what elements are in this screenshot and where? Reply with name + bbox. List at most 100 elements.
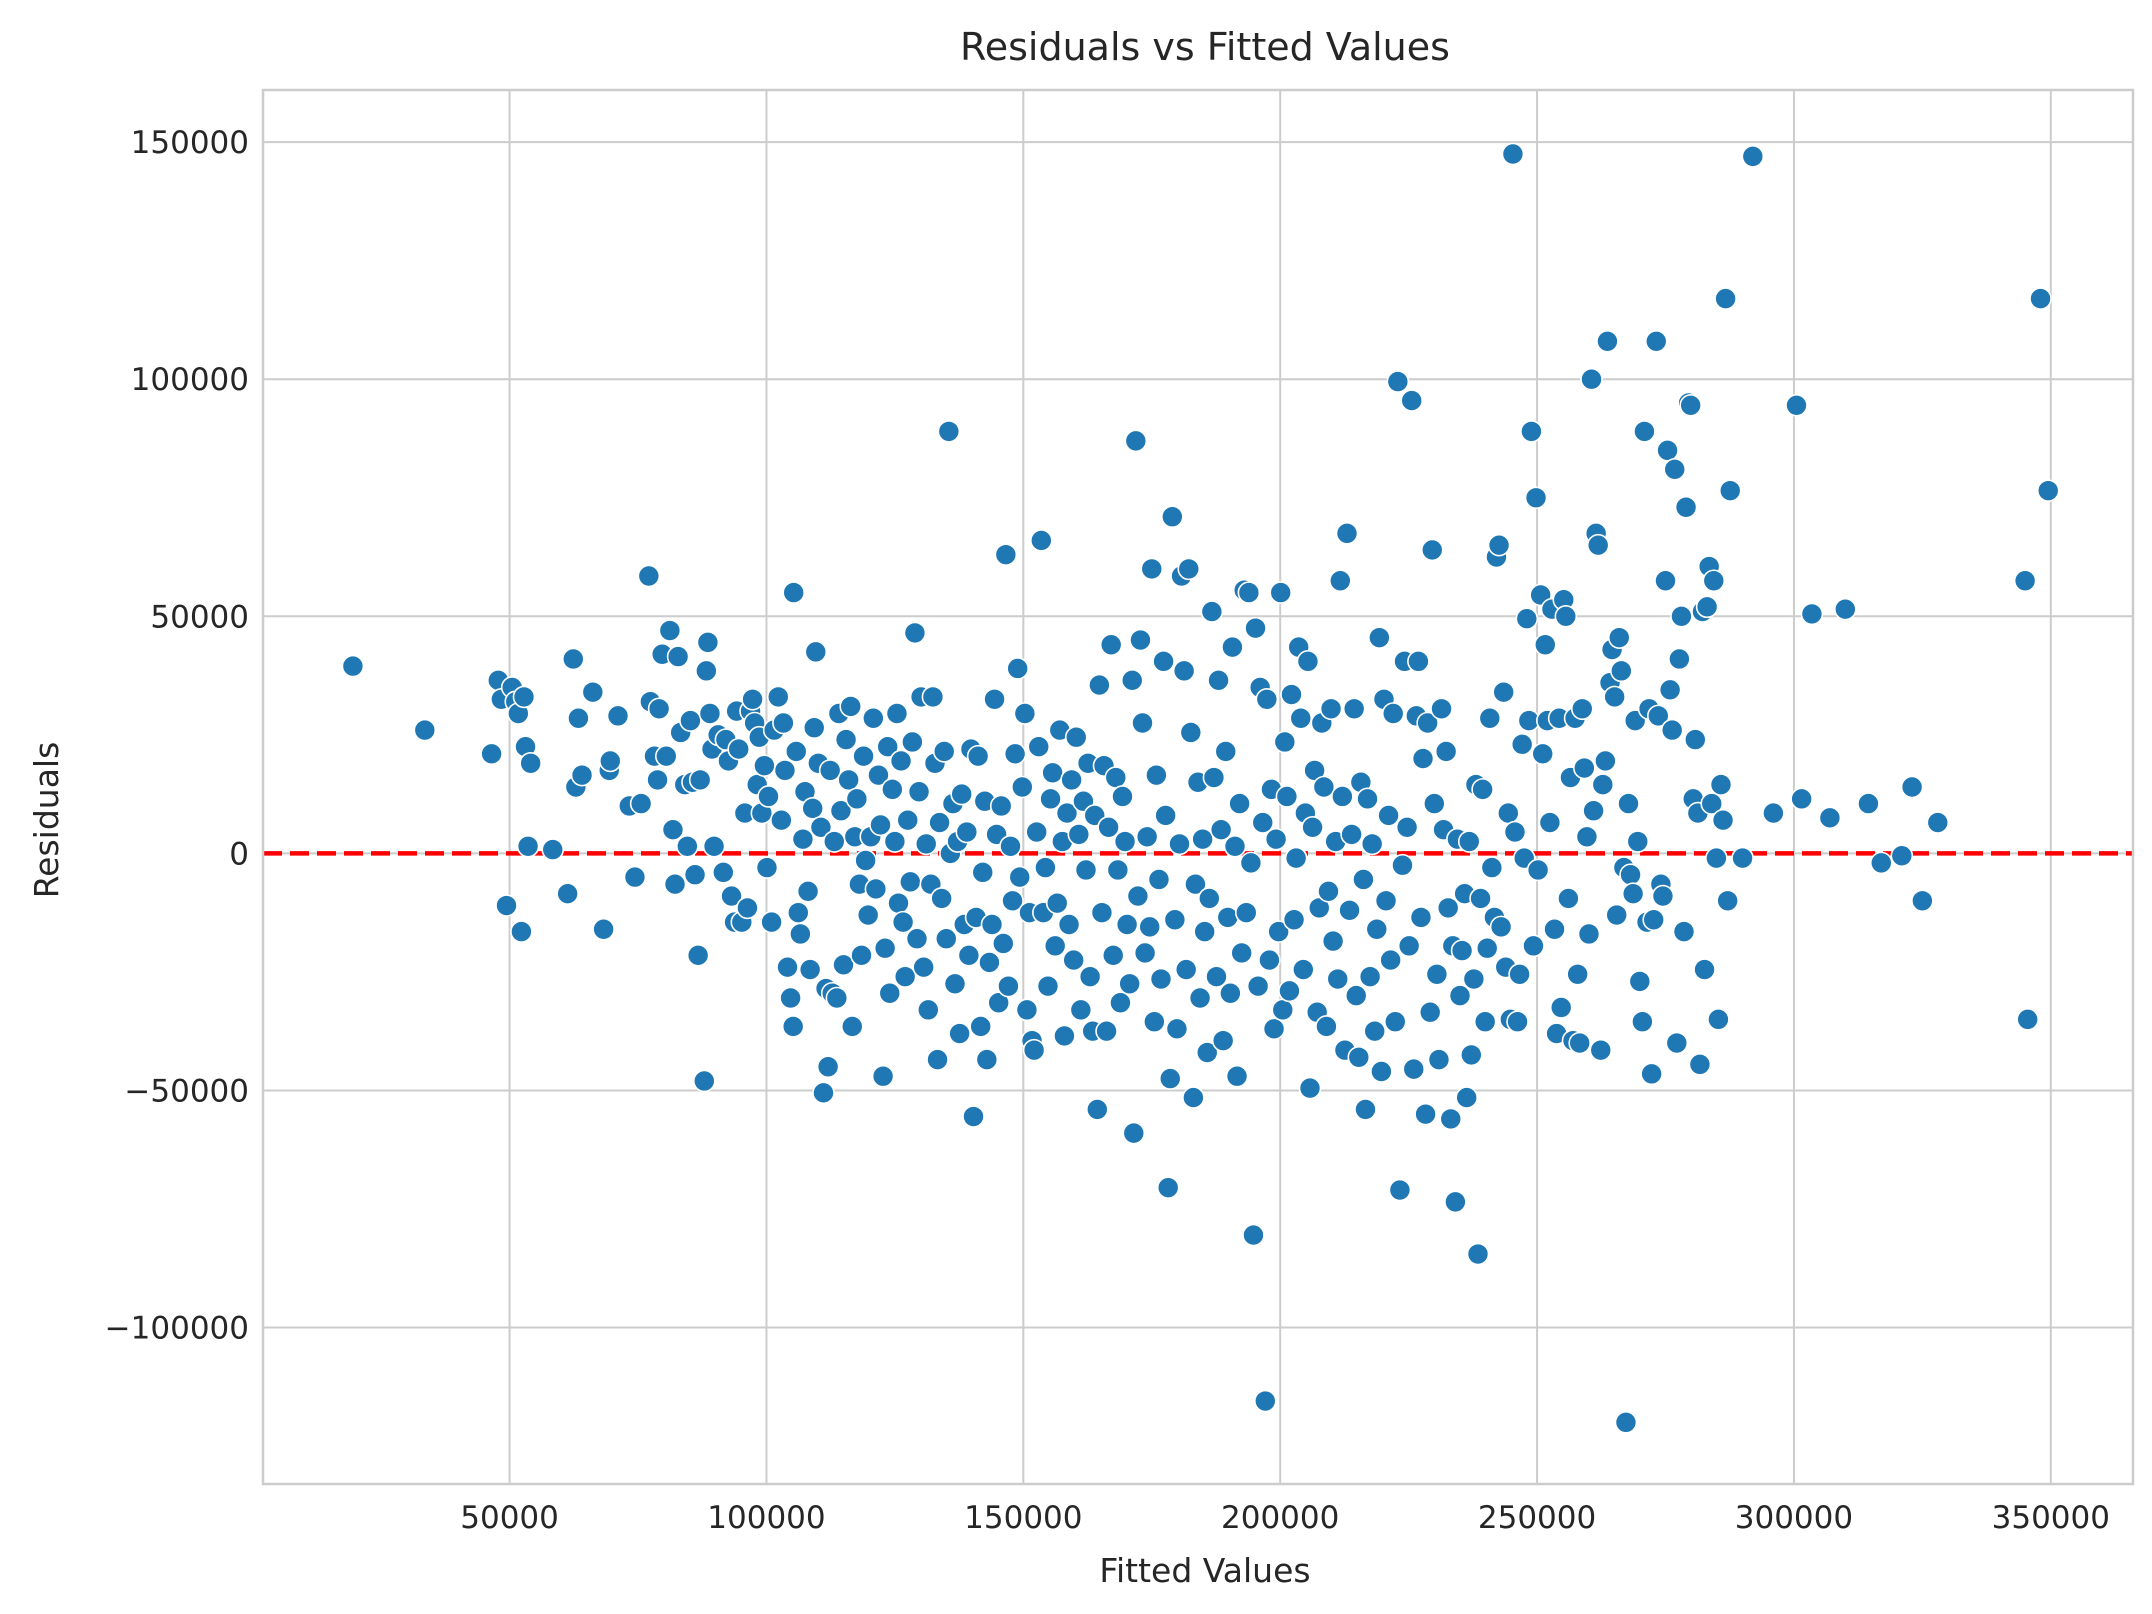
data-point xyxy=(934,927,958,951)
data-point xyxy=(1644,329,1668,353)
data-point xyxy=(1358,965,1382,988)
data-point xyxy=(1006,657,1029,680)
data-point xyxy=(1450,939,1474,962)
data-point xyxy=(969,1015,992,1038)
data-point xyxy=(1594,749,1617,773)
data-point xyxy=(928,811,951,834)
data-point xyxy=(994,543,1018,566)
data-point xyxy=(1741,145,1765,168)
data-point xyxy=(1418,1000,1442,1024)
data-point xyxy=(755,856,779,879)
data-point xyxy=(1317,880,1340,903)
data-point xyxy=(1177,557,1201,581)
data-point xyxy=(1036,974,1060,998)
data-point xyxy=(510,920,533,943)
data-point xyxy=(1475,936,1499,960)
data-point xyxy=(1700,792,1724,815)
data-point xyxy=(1267,920,1290,943)
data-point xyxy=(883,830,907,853)
data-point xyxy=(1582,799,1605,823)
data-point xyxy=(1340,823,1363,846)
data-point xyxy=(1674,495,1698,519)
data-point xyxy=(1331,785,1354,808)
data-point xyxy=(1800,602,1824,626)
data-point xyxy=(341,654,365,678)
data-point xyxy=(957,944,981,967)
data-point xyxy=(1223,834,1247,858)
data-point xyxy=(921,685,945,709)
data-point xyxy=(720,884,743,908)
x-tick-label: 300000 xyxy=(1735,1500,1853,1536)
data-point xyxy=(1193,920,1216,943)
data-point xyxy=(567,706,590,730)
data-point xyxy=(2029,287,2052,310)
data-point xyxy=(903,621,927,645)
data-point xyxy=(1416,711,1439,735)
data-point xyxy=(1397,934,1421,958)
data-point xyxy=(907,780,931,804)
data-point xyxy=(1109,991,1132,1015)
data-point xyxy=(1043,934,1067,958)
data-point xyxy=(1120,669,1144,692)
data-point xyxy=(1508,962,1531,986)
data-point xyxy=(1400,389,1424,412)
data-point xyxy=(839,695,863,718)
data-point xyxy=(712,861,735,884)
data-point xyxy=(987,991,1010,1015)
data-point xyxy=(1640,1062,1663,1086)
data-point xyxy=(1487,533,1511,557)
data-point xyxy=(989,794,1013,818)
data-point xyxy=(1566,962,1589,986)
data-point xyxy=(1207,669,1230,692)
data-point xyxy=(914,832,938,856)
data-point xyxy=(1731,846,1754,870)
data-point xyxy=(1209,818,1233,841)
data-point xyxy=(1469,887,1492,910)
data-point xyxy=(1705,846,1728,870)
data-point xyxy=(966,744,990,768)
data-point xyxy=(1145,763,1168,787)
data-point xyxy=(1041,761,1064,785)
data-point xyxy=(1626,830,1650,853)
data-point xyxy=(1605,903,1628,927)
data-point xyxy=(1591,773,1615,796)
data-point xyxy=(1533,633,1557,657)
data-point xyxy=(1027,735,1051,758)
data-point xyxy=(666,645,690,668)
data-point xyxy=(629,792,653,815)
data-point xyxy=(1198,887,1221,910)
data-point xyxy=(1628,970,1652,993)
data-point xyxy=(1246,974,1270,998)
data-point xyxy=(480,742,503,766)
data-point xyxy=(1395,816,1419,839)
data-point xyxy=(654,744,678,768)
data-point xyxy=(1143,1010,1166,1034)
data-point xyxy=(1926,811,1950,834)
data-point xyxy=(1200,600,1224,623)
data-point xyxy=(1133,941,1157,965)
data-point xyxy=(1354,1098,1377,1121)
data-point xyxy=(570,763,594,787)
data-point xyxy=(556,882,579,905)
data-point xyxy=(862,706,885,730)
data-point xyxy=(1654,569,1677,593)
data-point xyxy=(1586,533,1610,557)
data-point xyxy=(679,709,702,732)
data-point xyxy=(1549,996,1573,1019)
data-point xyxy=(1104,766,1128,789)
data-point xyxy=(1242,1223,1265,1247)
data-point xyxy=(1326,967,1350,991)
data-point xyxy=(871,1064,895,1088)
data-point xyxy=(1430,697,1453,721)
data-point xyxy=(829,799,853,823)
data-point xyxy=(1360,832,1384,856)
data-point xyxy=(1118,972,1141,996)
data-point xyxy=(1095,1019,1118,1043)
data-point xyxy=(1489,915,1513,939)
chart-title: Residuals vs Fitted Values xyxy=(960,25,1450,69)
data-point xyxy=(1271,998,1295,1022)
y-tick-label: 0 xyxy=(229,836,249,872)
data-point xyxy=(1668,647,1691,671)
data-point xyxy=(766,685,790,709)
